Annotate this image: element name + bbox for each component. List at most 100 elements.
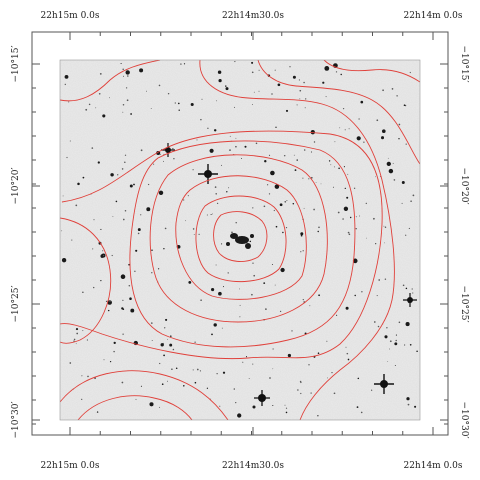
star <box>128 285 131 287</box>
contour-overlay <box>60 60 420 420</box>
star <box>284 200 287 203</box>
star <box>405 234 407 236</box>
star <box>242 361 244 363</box>
star <box>85 108 88 111</box>
star <box>302 177 304 179</box>
star <box>412 194 415 197</box>
star <box>387 361 389 362</box>
star <box>73 340 75 342</box>
central-galaxy-cluster <box>226 233 254 249</box>
star <box>292 203 295 205</box>
star <box>327 377 328 379</box>
star <box>389 348 390 350</box>
star <box>99 73 102 75</box>
star <box>403 104 406 106</box>
star <box>334 141 336 143</box>
star <box>171 368 173 371</box>
contour-line <box>199 60 395 420</box>
star <box>293 154 295 156</box>
star <box>386 327 388 329</box>
star <box>215 193 217 195</box>
ra-tick-label: 22h15m 0.0s <box>40 11 99 21</box>
star <box>391 88 394 90</box>
star <box>252 207 254 209</box>
star <box>228 187 230 189</box>
star <box>300 251 302 253</box>
dec-tick-label: −10°30′ <box>11 402 21 439</box>
star <box>93 286 95 289</box>
star <box>347 358 350 361</box>
star <box>371 389 373 391</box>
star <box>219 405 221 407</box>
star <box>158 190 164 196</box>
star <box>286 199 288 202</box>
star <box>308 178 310 180</box>
star <box>310 130 315 135</box>
star <box>216 373 218 375</box>
star <box>357 377 360 380</box>
star <box>229 149 231 151</box>
star <box>363 141 365 143</box>
star <box>82 176 85 179</box>
star <box>167 92 170 95</box>
ra-tick-label: 22h14m30.0s <box>222 11 284 21</box>
star <box>248 378 250 380</box>
star <box>177 102 180 105</box>
star <box>409 343 412 346</box>
star <box>375 176 376 178</box>
star <box>403 344 406 346</box>
star <box>296 104 298 106</box>
contour-line <box>60 60 161 102</box>
star <box>215 264 217 266</box>
dec-tick-label: −10°20′ <box>459 168 469 205</box>
contour-line <box>149 154 328 323</box>
star <box>296 159 298 161</box>
star <box>344 129 346 131</box>
star <box>416 350 418 352</box>
star <box>328 160 331 162</box>
star <box>283 154 286 157</box>
star <box>210 214 212 215</box>
ra-axis-bottom: 22h15m 0.0s 22h14m30.0s 22h14m 0.0s <box>40 461 462 471</box>
star <box>299 98 301 100</box>
star <box>405 287 408 290</box>
star <box>199 370 202 372</box>
star <box>331 371 333 374</box>
star <box>346 352 349 355</box>
star <box>294 169 297 172</box>
star <box>270 170 275 176</box>
star <box>102 114 106 118</box>
star <box>122 299 124 302</box>
star <box>196 139 198 141</box>
star <box>174 102 176 104</box>
star <box>359 215 361 217</box>
star <box>287 353 292 358</box>
star <box>153 163 155 165</box>
star <box>299 89 302 92</box>
star <box>95 107 97 109</box>
star <box>130 308 135 313</box>
star <box>303 207 305 209</box>
image-border <box>59 59 421 421</box>
star <box>198 233 200 236</box>
star <box>146 90 147 92</box>
ra-tick-label: 22h14m 0.0s <box>403 11 462 21</box>
star <box>274 284 276 286</box>
star <box>113 350 115 353</box>
star <box>133 183 135 186</box>
star <box>275 225 278 228</box>
star <box>218 291 222 296</box>
star <box>330 164 332 166</box>
star <box>313 208 315 211</box>
star <box>88 103 91 106</box>
star <box>151 272 153 274</box>
star <box>383 225 385 227</box>
star <box>237 413 242 418</box>
star <box>269 377 271 379</box>
star <box>392 162 394 164</box>
star <box>165 318 168 321</box>
star <box>258 69 260 71</box>
star <box>345 346 347 348</box>
star <box>82 330 84 332</box>
star <box>265 308 267 310</box>
